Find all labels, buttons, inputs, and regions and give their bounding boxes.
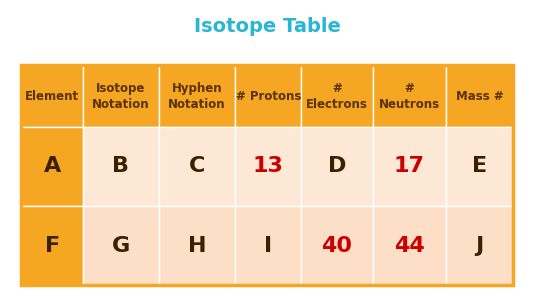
- Text: A: A: [43, 157, 61, 176]
- Bar: [83, 206, 159, 285]
- Text: #
Neutrons: # Neutrons: [379, 82, 440, 110]
- Text: B: B: [112, 157, 129, 176]
- Text: 44: 44: [394, 236, 425, 255]
- Text: 13: 13: [253, 157, 284, 176]
- Bar: [235, 65, 301, 127]
- Text: Isotope Table: Isotope Table: [193, 17, 341, 36]
- Bar: [21, 206, 83, 285]
- Text: # Protons: # Protons: [235, 90, 301, 102]
- Text: E: E: [472, 157, 487, 176]
- Bar: [235, 127, 301, 206]
- Text: I: I: [264, 236, 272, 255]
- Bar: [159, 127, 235, 206]
- Text: J: J: [475, 236, 484, 255]
- Text: Element: Element: [25, 90, 79, 102]
- Bar: [83, 65, 159, 127]
- Text: Isotope
Notation: Isotope Notation: [92, 82, 150, 110]
- Bar: [373, 65, 446, 127]
- Bar: [446, 127, 513, 206]
- Bar: [446, 65, 513, 127]
- Text: Hyphen
Notation: Hyphen Notation: [168, 82, 226, 110]
- Bar: [159, 65, 235, 127]
- Bar: [21, 65, 513, 285]
- Bar: [373, 206, 446, 285]
- Bar: [446, 206, 513, 285]
- Text: H: H: [188, 236, 206, 255]
- Text: C: C: [189, 157, 205, 176]
- Text: D: D: [328, 157, 346, 176]
- Text: 17: 17: [394, 157, 425, 176]
- Bar: [235, 206, 301, 285]
- Bar: [21, 65, 83, 127]
- Bar: [373, 127, 446, 206]
- Text: G: G: [112, 236, 130, 255]
- Bar: [301, 127, 373, 206]
- Bar: [83, 127, 159, 206]
- Bar: [301, 65, 373, 127]
- Bar: [159, 206, 235, 285]
- Text: Mass #: Mass #: [456, 90, 503, 102]
- Text: #
Electrons: # Electrons: [306, 82, 368, 110]
- Bar: [301, 206, 373, 285]
- Text: 40: 40: [321, 236, 352, 255]
- Text: F: F: [44, 236, 60, 255]
- Bar: [21, 127, 83, 206]
